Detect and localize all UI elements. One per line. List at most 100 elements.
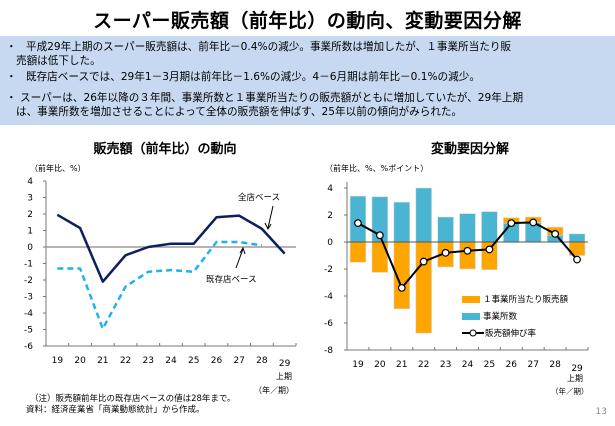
growth-marker [441,248,450,257]
growth-marker [507,219,516,228]
growth-marker [573,255,581,264]
right-sublabel-29: 上期 [567,374,583,383]
arrowhead-all-stores [264,222,272,231]
annotation-all-stores: 全店ベース [238,193,281,203]
x-tick-label: 29 [279,359,291,369]
note-text: （注）販売額前年比の既存店ベースの値は28年まで。 [30,394,236,404]
x-tick-label: 19 [52,356,64,366]
growth-marker [463,246,472,255]
bullet-dot: ・ [6,71,17,83]
summary-bullet: ・ 平成29年上期のスーパー販売額は、前年比－0.4%の減少。事業所数は増加した… [6,40,606,68]
y-tick-label: -1 [24,260,33,270]
page-number: 13 [595,407,607,417]
left-sublabel-29: 上期 [276,372,292,381]
legend-label: 販売額伸び率 [485,329,537,339]
y-tick-label: 0 [327,238,333,248]
page-title: スーパー販売額（前年比）の動向、変動要因分解 [93,10,522,32]
y-tick-label: 2 [27,210,33,220]
legend-item-growth: 販売額伸び率 [462,327,536,339]
bar-establishments [568,233,586,243]
growth-marker [375,231,384,240]
right-chart-xlabel: （年／期） [551,387,589,396]
legend-item-per-establishment: １事業所当たり販売額 [462,293,568,305]
bar-per-establishment [459,241,476,270]
x-tick-label: 27 [233,356,244,366]
x-tick-label: 21 [97,356,108,366]
x-tick-label: 24 [165,356,177,366]
bullet-text: 平成29年上期のスーパー販売額は、前年比－0.4%の減少。事業所数は増加したが、… [26,41,512,53]
summary-box: ・ 平成29年上期のスーパー販売額は、前年比－0.4%の減少。事業所数は増加した… [0,36,615,125]
x-tick-label: 20 [374,360,386,370]
x-tick-label: 25 [188,356,199,366]
x-tick-label: 22 [120,356,131,366]
bullet-dot: ・ [6,92,17,104]
x-tick-label: 26 [211,356,223,366]
bar-establishments [415,187,432,243]
x-tick-label: 22 [418,360,429,370]
legend-swatch-orange [462,295,480,303]
y-tick-label: -2 [24,276,33,286]
x-tick-label: 26 [506,360,518,370]
summary-bullet: ・ 既存店ベースでは、29年1－3月期は前年比－1.6%の減少。4－6月期は前年… [6,70,606,84]
x-tick-label: 28 [256,356,268,366]
bar-establishments [459,213,476,243]
y-tick-label: 1 [27,227,33,237]
source-text: 資料：経済産業省「商業動態統計」から作成。 [26,405,205,415]
growth-marker [551,229,560,238]
y-tick-label: -8 [324,346,333,356]
left-chart-xlabel: （年／期） [254,386,294,395]
x-tick-label: 27 [528,360,539,370]
x-tick-label: 21 [396,360,407,370]
y-tick-label: -6 [324,319,333,329]
y-tick-label: -5 [24,326,33,336]
y-tick-label: -4 [24,309,33,319]
growth-marker [529,218,538,227]
series-line-existing-stores [57,240,263,330]
y-tick-label: -2 [324,265,333,275]
y-tick-label: 2 [327,211,333,221]
legend-swatch-blue [462,312,480,320]
legend-label: １事業所当たり販売額 [483,295,569,305]
bar-establishments [393,201,410,243]
bullet-text-cont: は、事業所数を増加させることによって全体の販売額を伸ばす、25年以前の傾向がみら… [16,106,463,118]
legend-line-marker-icon [462,329,484,337]
series-line-all-stores [56,213,286,283]
bar-per-establishment [349,241,367,263]
x-tick-label: 23 [143,356,154,366]
x-tick-label: 24 [462,360,474,370]
bullet-text-cont: 売額は低下した。 [16,55,101,67]
y-tick-label: 4 [27,177,33,187]
x-tick-label: 29 [571,364,583,374]
growth-marker [397,284,406,292]
y-tick-label: 0 [27,243,33,253]
y-tick-label: 3 [27,194,33,204]
bullet-text: 既存店ベースでは、29年1－3月期は前年比－1.6%の減少。4－6月期は前年比－… [26,71,480,83]
growth-marker [419,257,428,266]
arrow-existing-stores [235,248,244,269]
bar-establishments [481,211,498,243]
legend-label: 事業所数 [483,312,518,322]
x-tick-label: 25 [484,360,495,370]
y-tick-label: 4 [327,184,333,194]
bar-establishments [437,216,454,243]
right-chart-ylabel: （前年比、%、%ポイント） [325,164,429,173]
growth-marker [354,219,362,228]
bullet-dot: ・ [6,41,17,53]
y-tick-label: -3 [24,293,33,303]
y-tick-label: -4 [324,292,333,302]
left-chart-title: 販売額（前年比）の動向 [93,142,237,157]
x-tick-label: 28 [549,360,561,370]
annotation-existing-stores: 既存店ベース [206,275,257,285]
bullet-text: スーパーは、26年以降の３年間、事業所数と１事業所当たりの販売額がともに増加して… [20,92,524,104]
arrow-all-stores [267,205,274,229]
left-chart-ylabel: （前年比、%） [30,164,86,173]
right-chart-title: 変動要因分解 [430,142,509,157]
x-tick-label: 19 [352,360,364,370]
growth-marker [485,245,494,254]
x-tick-label: 23 [440,360,451,370]
arrowhead-existing-stores [239,246,246,255]
summary-bullet: ・ スーパーは、26年以降の３年間、事業所数と１事業所当たりの販売額がともに増加… [6,91,606,119]
bar-per-establishment [415,241,432,334]
